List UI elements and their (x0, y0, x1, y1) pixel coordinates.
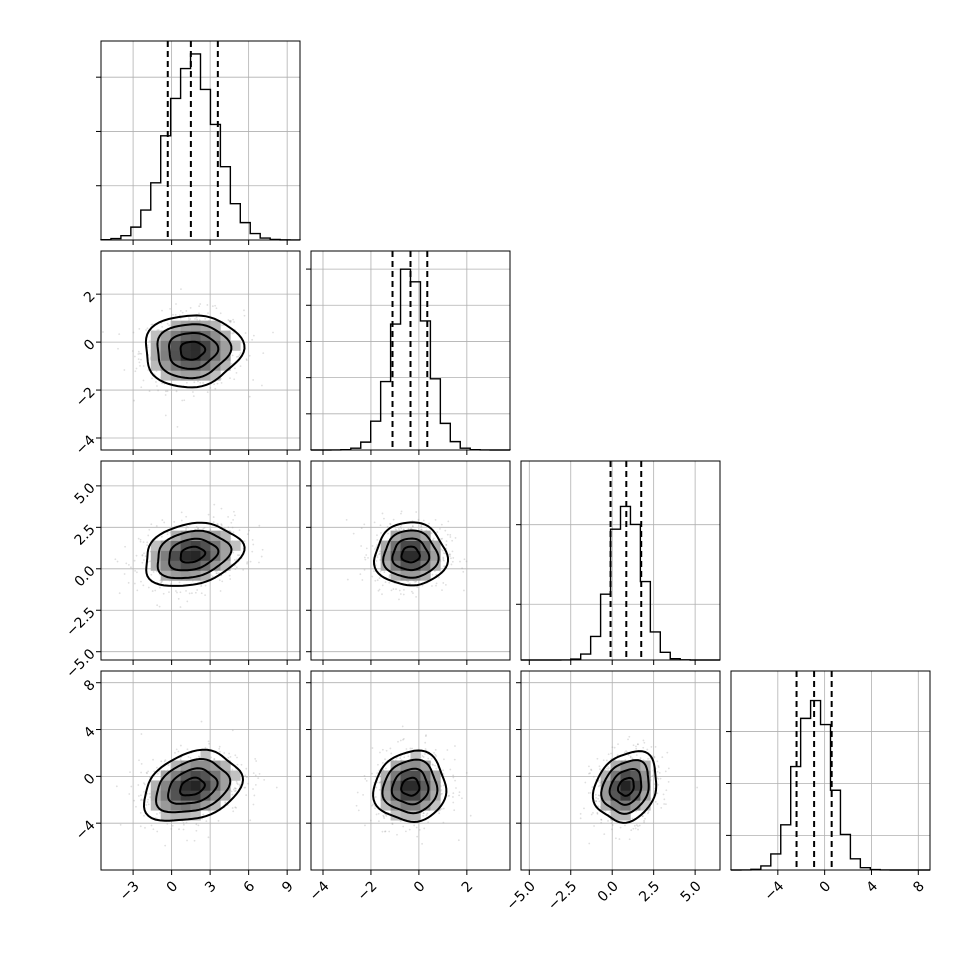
density-frame-2-1 (310, 460, 511, 661)
x-tick-label-3-1: 0 (817, 878, 835, 896)
density-frame-3-0 (100, 670, 301, 871)
density-frame-3-1 (310, 670, 511, 871)
x-tick-label-1-0: −4 (307, 878, 333, 904)
x-tick-label-2-3: 2.5 (636, 878, 663, 905)
x-tick-label-1-2: 0 (411, 878, 429, 896)
contour-2-0-2 (156, 529, 233, 580)
histogram-panel-3 (726, 670, 931, 875)
contour-3-1-0 (400, 776, 421, 797)
x-tick-label-0-3: 6 (241, 878, 259, 896)
y-tick-label-2-2: 0.0 (72, 563, 99, 590)
density-panel-2-0 (96, 460, 301, 665)
contour-1-0-0 (179, 340, 207, 361)
contour-2-1-3 (372, 521, 449, 587)
contour-3-0-0 (179, 776, 206, 797)
x-tick-label-0-1: 0 (164, 878, 182, 896)
contour-3-1-2 (381, 758, 439, 815)
histogram-panel-1 (306, 250, 511, 455)
contour-3-0-3 (142, 748, 245, 822)
x-tick-label-2-1: −2.5 (545, 878, 580, 913)
histogram-panel-0 (96, 40, 301, 245)
histogram-frame-1 (310, 250, 511, 451)
density-panel-2-1 (306, 460, 511, 665)
contour-3-0-2 (155, 757, 232, 814)
density-frame-1-0 (100, 250, 301, 451)
y-tick-label-2-3: 2.5 (72, 522, 99, 549)
contour-3-2-0 (617, 776, 635, 797)
contour-2-0-3 (145, 521, 246, 587)
y-tick-label-3-0: −4 (73, 817, 99, 843)
contour-2-0-0 (179, 545, 207, 564)
x-tick-label-0-2: 3 (202, 878, 220, 896)
x-tick-label-1-1: −2 (355, 878, 381, 904)
x-tick-label-2-4: 5.0 (678, 878, 705, 905)
density-frame-2-0 (100, 460, 301, 661)
contour-2-1-1 (391, 537, 431, 572)
contour-3-2-1 (608, 767, 643, 806)
contour-3-0-1 (167, 767, 219, 805)
histogram-panel-2 (516, 460, 721, 665)
y-tick-label-3-3: 8 (81, 677, 99, 695)
density-panel-3-0 (96, 670, 301, 875)
contour-1-0-2 (156, 323, 233, 380)
histogram-frame-0 (100, 40, 301, 241)
histogram-2 (521, 505, 720, 661)
contour-1-0-3 (144, 314, 246, 389)
y-tick-label-2-4: 5.0 (72, 480, 99, 507)
x-tick-label-2-0: −5.0 (504, 878, 539, 913)
histogram-0 (100, 53, 301, 241)
density-panel-3-1 (306, 670, 511, 875)
density-panel-1-0 (96, 250, 301, 455)
x-tick-label-2-2: 0.0 (595, 878, 622, 905)
x-tick-label-3-2: 4 (863, 878, 881, 896)
x-tick-label-0-4: 9 (279, 878, 297, 896)
histogram-frame-3 (730, 670, 931, 871)
y-tick-label-3-1: 0 (81, 771, 99, 789)
contour-3-2-3 (591, 750, 658, 824)
contour-1-0-1 (167, 332, 220, 370)
contour-3-1-3 (372, 749, 448, 824)
density-cells-1-0 (150, 320, 241, 381)
density-cells-2-1 (380, 530, 441, 581)
histogram-3 (730, 699, 930, 871)
y-tick-label-2-0: −5.0 (63, 646, 98, 681)
y-tick-label-3-2: 4 (81, 724, 99, 742)
x-tick-label-1-3: 2 (459, 878, 477, 896)
contour-2-1-0 (400, 545, 421, 564)
density-frame-3-2 (520, 670, 721, 871)
x-tick-label-3-3: 8 (910, 878, 928, 896)
x-tick-label-0-0: −3 (117, 878, 143, 904)
y-tick-label-1-1: −2 (73, 384, 99, 410)
contour-2-0-1 (168, 537, 220, 572)
x-tick-label-3-0: −4 (762, 878, 788, 904)
contour-2-1-2 (382, 529, 440, 579)
y-tick-label-1-2: 0 (81, 336, 99, 354)
histogram-frame-2 (520, 460, 721, 661)
y-tick-label-1-0: −4 (73, 432, 99, 458)
y-tick-label-2-1: −2.5 (63, 605, 98, 640)
contour-3-2-2 (600, 759, 650, 815)
y-tick-label-1-3: 2 (81, 288, 99, 306)
density-panel-3-2 (516, 670, 721, 875)
contour-3-1-1 (390, 767, 430, 806)
